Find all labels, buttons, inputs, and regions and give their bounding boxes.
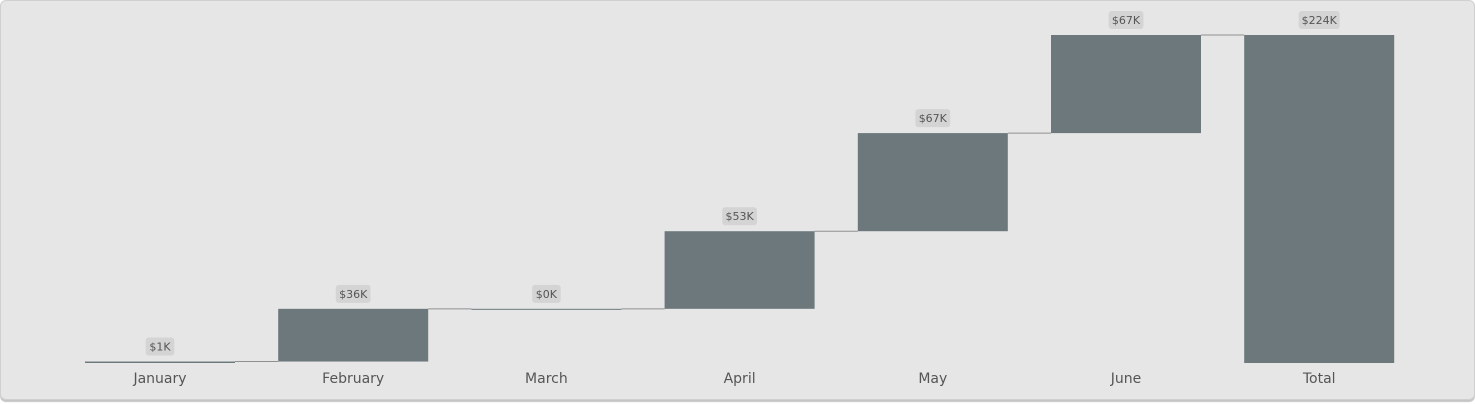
data-label-bg-january — [145, 337, 175, 356]
data-label-march: $0K — [536, 288, 558, 301]
x-tick-label-april: April — [724, 371, 756, 387]
bar-january[interactable] — [85, 361, 235, 363]
bar-march[interactable] — [471, 308, 622, 310]
data-label-april: $53K — [725, 210, 754, 223]
data-label-bg-february — [335, 284, 371, 303]
data-labels: $1K $36K $0K $53K $67K $67K $224K — [145, 11, 1340, 356]
x-axis: January February March April May June Total — [132, 371, 1335, 387]
data-label-june: $67K — [1112, 14, 1141, 27]
x-tick-label-may: May — [918, 371, 947, 387]
data-label-total: $224K — [1302, 14, 1338, 27]
data-label-january: $1K — [149, 341, 171, 354]
x-tick-label-january: January — [132, 371, 186, 387]
bar-april[interactable] — [664, 231, 815, 309]
bar-june[interactable] — [1051, 35, 1201, 134]
bar-february[interactable] — [278, 308, 429, 362]
x-tick-label-february: February — [322, 371, 384, 387]
data-label-bg-june — [1108, 11, 1144, 29]
x-tick-label-june: June — [1110, 371, 1142, 387]
data-label-february: $36K — [339, 288, 368, 301]
x-tick-label-total: Total — [1302, 371, 1336, 387]
data-label-bg-total — [1298, 11, 1340, 29]
data-label-may: $67K — [919, 112, 948, 125]
data-label-bg-april — [722, 207, 757, 226]
data-label-bg-march — [532, 284, 561, 303]
bar-may[interactable] — [857, 133, 1008, 232]
x-tick-label-march: March — [525, 371, 568, 387]
bar-total[interactable] — [1244, 35, 1395, 363]
connector-lines — [235, 34, 1245, 363]
data-label-bg-may — [915, 109, 951, 128]
bars — [85, 35, 1395, 363]
